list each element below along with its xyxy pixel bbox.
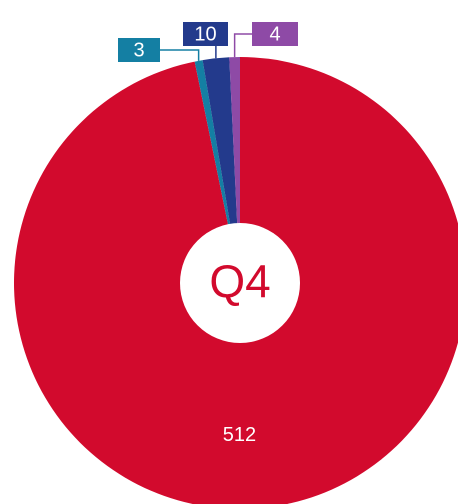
label-box: [183, 22, 228, 46]
leader-line: [160, 49, 200, 61]
center-hole: [180, 223, 300, 343]
label-box: [252, 22, 298, 46]
center-label: Q4: [209, 255, 270, 307]
data-label: 10: [194, 23, 216, 45]
data-label: 512: [223, 424, 256, 446]
data-label: 4: [269, 23, 280, 45]
label-box: [118, 38, 160, 62]
leader-line: [233, 33, 252, 58]
data-label: 3: [133, 39, 144, 61]
